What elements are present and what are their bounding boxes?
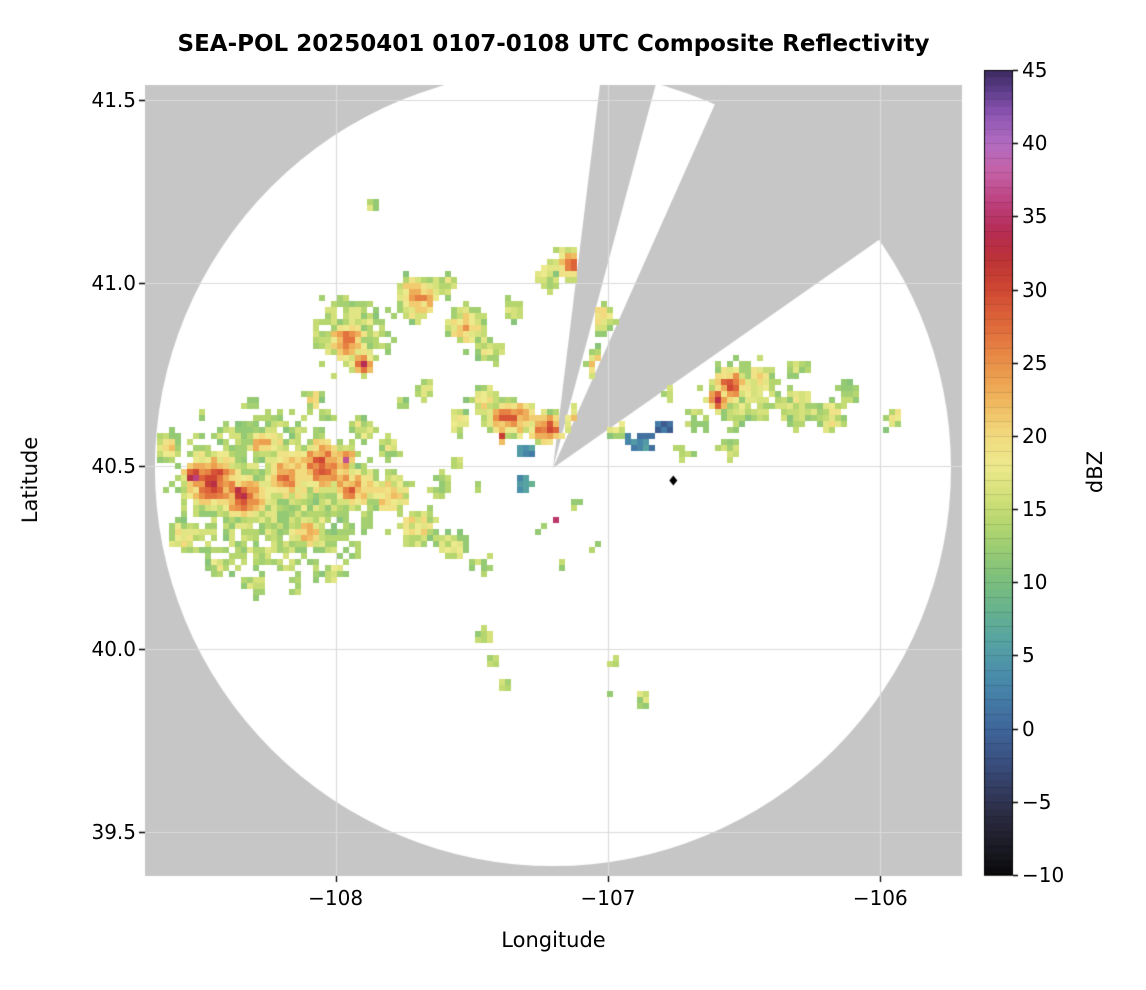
colorbar-label: dBZ <box>1083 450 1107 494</box>
colorbar-tick-label: 45 <box>1022 58 1048 82</box>
x-axis-label: Longitude <box>501 928 606 952</box>
colorbar-tick-label: 40 <box>1022 131 1048 156</box>
colorbar-tick-label: 10 <box>1022 570 1048 595</box>
colorbar-tick-label: −10 <box>1022 863 1065 887</box>
x-tick-label: −108 <box>308 886 364 910</box>
y-tick-label: 41.0 <box>91 270 136 295</box>
colorbar-tick-label: −5 <box>1022 789 1052 814</box>
colorbar-tick-label: 25 <box>1022 350 1048 375</box>
x-tick-label: −107 <box>580 886 636 910</box>
chart-title: SEA-POL 20250401 0107-0108 UTC Composite… <box>177 31 930 57</box>
y-axis-label: Latitude <box>18 436 42 524</box>
y-tick-label: 41.5 <box>91 87 136 112</box>
x-tick-label: −106 <box>852 886 908 910</box>
y-tick-label: 39.5 <box>91 820 136 845</box>
colorbar-tick-label: 5 <box>1022 643 1035 668</box>
colorbar-tick-label: 0 <box>1022 716 1035 741</box>
colorbar-tick-label: 20 <box>1022 423 1048 448</box>
colorbar-tick-label: 30 <box>1022 277 1048 302</box>
colorbar-tick-label: 35 <box>1022 204 1048 229</box>
colorbar-tick-label: 15 <box>1022 497 1048 522</box>
y-tick-label: 40.5 <box>91 453 136 478</box>
y-tick-label: 40.0 <box>91 636 136 661</box>
